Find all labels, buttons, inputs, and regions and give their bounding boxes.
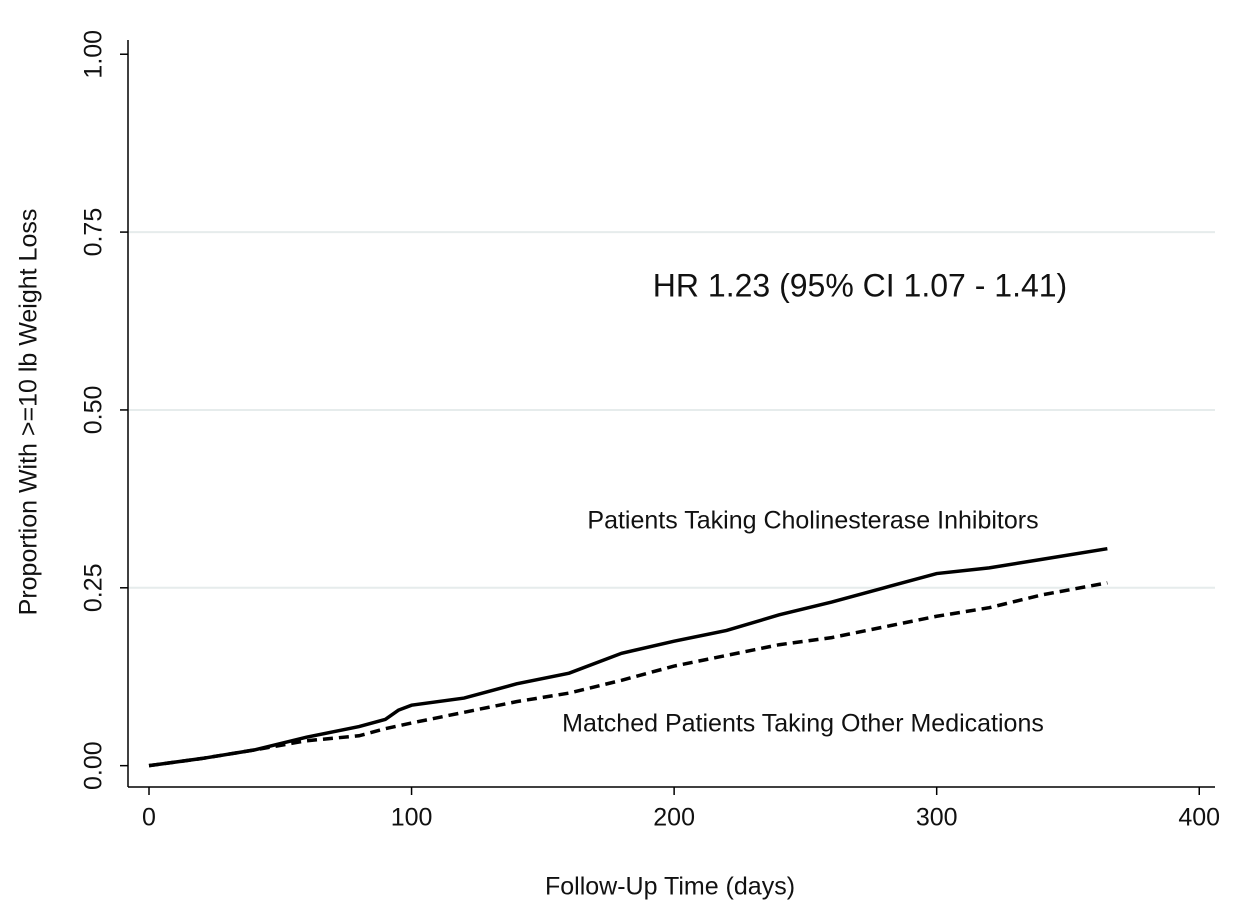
y-tick-label: 0.50 (80, 386, 108, 435)
series-label: Patients Taking Cholinesterase Inhibitor… (587, 507, 1038, 535)
y-tick-label: 0.00 (80, 741, 108, 790)
y-tick-label: 0.25 (80, 563, 108, 612)
annotation: HR 1.23 (95% CI 1.07 - 1.41) (653, 267, 1067, 303)
series-label: Matched Patients Taking Other Medication… (562, 710, 1044, 738)
y-tick-label: 0.75 (80, 208, 108, 257)
x-tick-label: 100 (391, 804, 433, 832)
series-line (148, 581, 1108, 768)
x-tick-label: 400 (1178, 804, 1220, 832)
x-tick-label: 300 (916, 804, 958, 832)
y-axis-label: Proportion With >=10 lb Weight Loss (15, 209, 43, 616)
series-line (148, 546, 1108, 768)
x-tick-label: 200 (653, 804, 695, 832)
x-tick-label: 0 (142, 804, 156, 832)
x-axis-label: Follow-Up Time (days) (545, 873, 795, 901)
y-tick-label: 1.00 (80, 30, 108, 79)
